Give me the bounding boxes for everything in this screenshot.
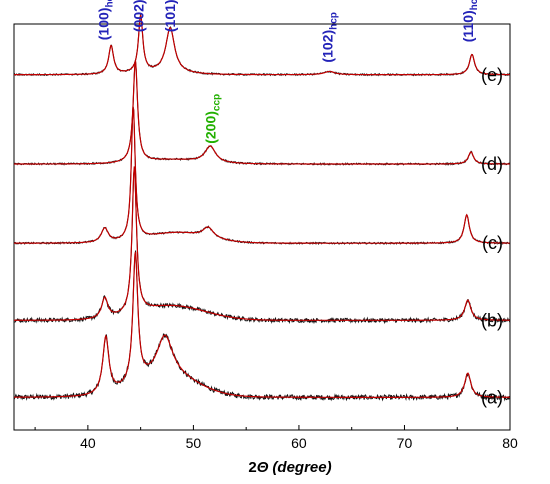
fit-line bbox=[14, 61, 510, 165]
measured-line bbox=[13, 61, 511, 166]
series-label: (c) bbox=[482, 233, 503, 253]
traces bbox=[13, 14, 511, 402]
x-tick-label: 50 bbox=[186, 435, 202, 451]
series-label: (e) bbox=[481, 65, 503, 85]
series-label: (b) bbox=[481, 310, 503, 330]
peak-label: (110)hcp bbox=[460, 0, 480, 42]
series-labels: (a) (b) (c) (d) (e) bbox=[481, 65, 503, 408]
x-tick-label: 60 bbox=[291, 435, 307, 451]
x-tick-label: 40 bbox=[80, 435, 96, 451]
x-tick-label: 80 bbox=[502, 435, 518, 451]
series-label: (d) bbox=[481, 154, 503, 174]
peak-label: (002)hcp bbox=[131, 0, 151, 32]
peak-label: (102)hcp bbox=[319, 12, 339, 62]
trace-1 bbox=[13, 166, 511, 325]
peak-label: (100)hcp bbox=[96, 0, 116, 40]
trace-4 bbox=[13, 14, 511, 77]
fit-line bbox=[14, 251, 510, 398]
plot-frame bbox=[13, 23, 511, 431]
peak-label: (200)ccp bbox=[202, 94, 222, 144]
trace-0 bbox=[13, 250, 511, 402]
peak-label: (101)hcp bbox=[162, 0, 182, 32]
trace-3 bbox=[13, 61, 511, 166]
fit-line bbox=[13, 14, 510, 76]
measured-line bbox=[13, 168, 511, 325]
measured-line bbox=[13, 106, 510, 246]
measured-line bbox=[13, 250, 511, 402]
series-label: (a) bbox=[481, 388, 503, 408]
x-axis-ticks: 40 50 60 70 80 bbox=[34, 425, 518, 451]
x-tick-label: 70 bbox=[397, 435, 413, 451]
peak-annotations: (100)hcp (002)hcp (101)hcp (102)hcp (110)hcp… bbox=[96, 0, 480, 144]
x-axis-title: 2Θ (degree) bbox=[248, 459, 331, 476]
trace-2 bbox=[13, 106, 510, 246]
fit-line bbox=[14, 166, 510, 321]
fit-line bbox=[14, 106, 510, 244]
